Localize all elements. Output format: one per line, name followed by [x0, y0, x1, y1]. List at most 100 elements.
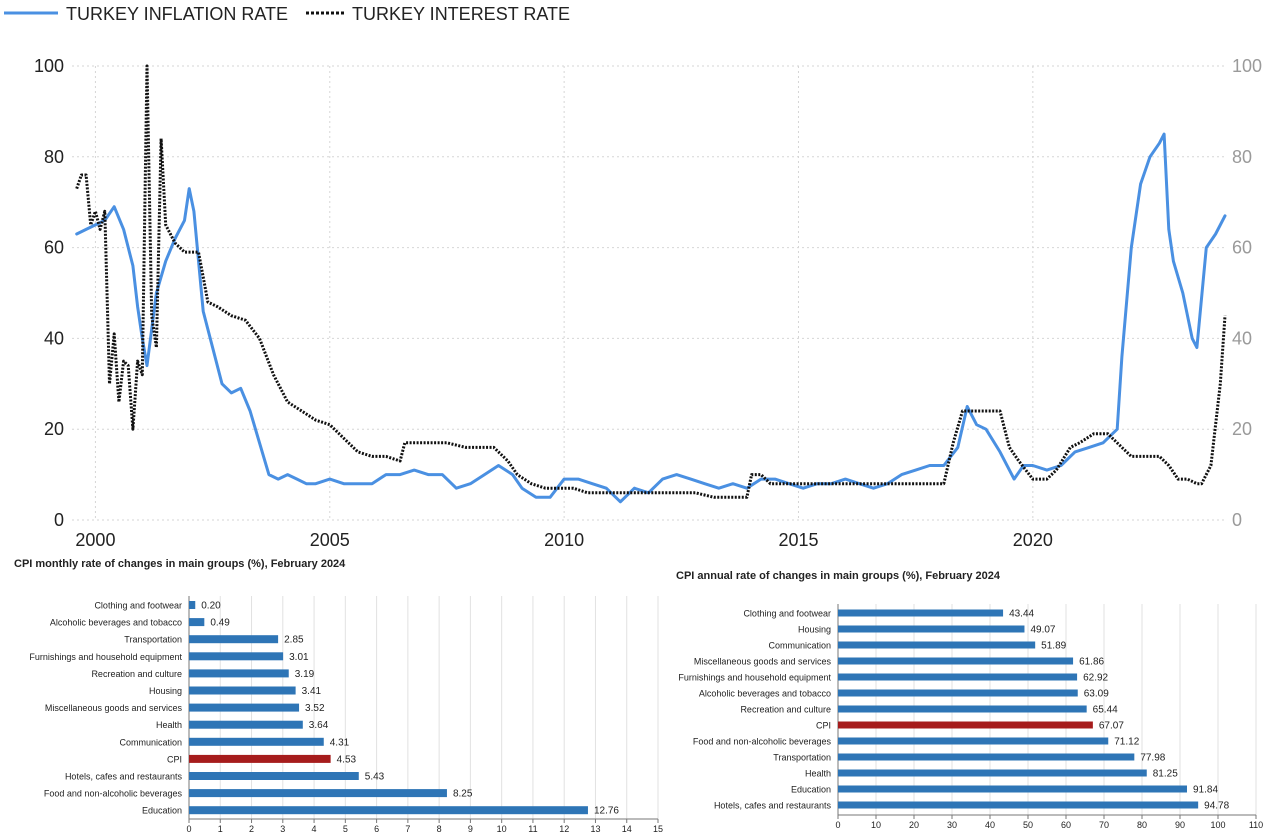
x-tick-label: 7 [405, 824, 410, 834]
x-tick-label: 80 [1137, 820, 1147, 830]
y-tick-label-right: 20 [1232, 419, 1252, 439]
y-tick-label-left: 100 [34, 56, 64, 76]
category-label: Alcoholic beverages and tobacco [699, 689, 831, 699]
series-line-inflation [75, 132, 1227, 504]
x-tick-label: 1 [218, 824, 223, 834]
data-label: 5.43 [365, 772, 385, 783]
data-label: 94.78 [1204, 801, 1229, 812]
x-tick-label: 0 [835, 820, 840, 830]
category-label: Transportation [124, 635, 182, 645]
bar [838, 705, 1087, 713]
bar [838, 801, 1199, 809]
category-label: Transportation [773, 753, 831, 763]
data-label: 8.25 [453, 789, 473, 800]
data-label: 3.52 [305, 703, 325, 714]
x-tick-label: 50 [1023, 820, 1033, 830]
data-label: 3.41 [302, 686, 322, 697]
legend-label-interest: TURKEY INTEREST RATE [352, 4, 570, 24]
bar [189, 737, 324, 746]
bar-chart-title: CPI monthly rate of changes in main grou… [14, 558, 346, 570]
category-label: Food and non-alcoholic beverages [693, 737, 832, 747]
bar [189, 601, 196, 609]
bar [838, 753, 1135, 761]
category-label: Furnishings and household equipment [29, 652, 182, 662]
x-tick-label: 15 [653, 824, 663, 834]
data-label: 81.25 [1153, 769, 1178, 780]
category-label: Hotels, cafes and restaurants [714, 801, 832, 811]
bar-chart-monthly: CPI monthly rate of changes in main grou… [14, 558, 663, 834]
category-label: Recreation and culture [740, 705, 831, 715]
x-tick-label: 14 [622, 824, 632, 834]
bar [838, 785, 1187, 793]
legend-label-inflation: TURKEY INFLATION RATE [66, 4, 288, 24]
bar [838, 673, 1078, 681]
data-label: 49.07 [1030, 625, 1055, 636]
data-label: 4.53 [337, 754, 357, 765]
x-tick-label: 6 [374, 824, 379, 834]
bar [838, 657, 1074, 665]
x-tick-label: 2000 [75, 530, 115, 550]
x-tick-label: 11 [528, 824, 537, 834]
x-tick-label: 5 [343, 824, 348, 834]
category-label: Communication [768, 641, 831, 651]
bar [189, 618, 205, 627]
x-tick-label: 10 [497, 824, 507, 834]
category-label: Miscellaneous goods and services [45, 703, 183, 713]
x-tick-label: 110 [1249, 820, 1263, 830]
x-tick-label: 12 [559, 824, 569, 834]
data-label: 2.85 [284, 635, 304, 646]
x-tick-label: 2005 [310, 530, 350, 550]
bar [838, 641, 1036, 649]
y-tick-label-right: 80 [1232, 147, 1252, 167]
x-tick-label: 2020 [1013, 530, 1053, 550]
category-label: Miscellaneous goods and services [694, 657, 832, 667]
data-label: 43.44 [1009, 609, 1034, 620]
x-tick-label: 2010 [544, 530, 584, 550]
data-label: 0.20 [201, 601, 221, 612]
category-label: Clothing and footwear [743, 609, 831, 619]
data-label: 51.89 [1041, 641, 1066, 652]
data-label: 77.98 [1140, 753, 1165, 764]
category-label: Furnishings and household equipment [678, 673, 831, 683]
data-label: 3.64 [309, 720, 329, 731]
data-label: 91.84 [1193, 785, 1218, 796]
x-tick-label: 60 [1061, 820, 1071, 830]
y-tick-label-right: 100 [1232, 56, 1262, 76]
category-label: CPI [816, 721, 831, 731]
y-tick-label-left: 80 [44, 147, 64, 167]
bar [838, 737, 1109, 745]
data-label: 71.12 [1114, 737, 1139, 748]
category-label: Alcoholic beverages and tobacco [50, 618, 182, 628]
bar [838, 769, 1147, 777]
bar [838, 625, 1025, 633]
bar [189, 754, 331, 763]
category-label: Health [805, 769, 831, 779]
y-tick-label-right: 0 [1232, 510, 1242, 530]
y-tick-label-left: 0 [54, 510, 64, 530]
data-label: 12.76 [594, 806, 619, 817]
x-tick-label: 10 [871, 820, 881, 830]
x-tick-label: 3 [280, 824, 285, 834]
series-line-interest [75, 64, 1227, 499]
y-tick-label-left: 40 [44, 328, 64, 348]
bar [189, 669, 289, 678]
legend: TURKEY INFLATION RATE TURKEY INTEREST RAT… [4, 4, 570, 24]
data-label: 3.01 [289, 652, 309, 663]
category-label: Housing [798, 625, 831, 635]
y-tick-label-right: 60 [1232, 238, 1252, 258]
x-tick-label: 40 [985, 820, 995, 830]
bar-chart-title: CPI annual rate of changes in main group… [676, 570, 1001, 582]
x-tick-label: 2015 [778, 530, 818, 550]
bar [189, 686, 296, 695]
bar [838, 689, 1078, 697]
x-tick-label: 100 [1210, 820, 1225, 830]
category-label: Hotels, cafes and restaurants [65, 772, 183, 782]
category-label: Education [142, 806, 182, 816]
x-tick-label: 20 [909, 820, 919, 830]
y-tick-label-left: 60 [44, 238, 64, 258]
data-label: 65.44 [1093, 705, 1118, 716]
data-label: 62.92 [1083, 673, 1108, 684]
category-label: Food and non-alcoholic beverages [44, 789, 183, 799]
data-label: 67.07 [1099, 721, 1124, 732]
